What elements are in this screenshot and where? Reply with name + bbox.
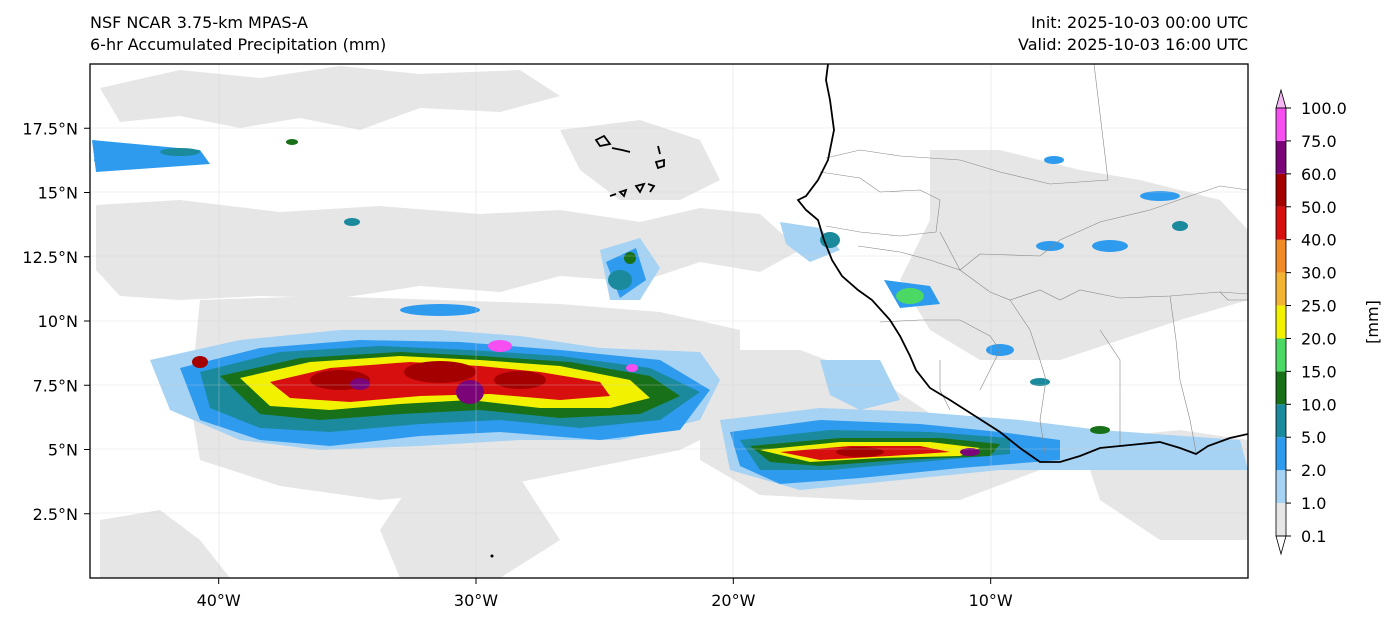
colorbar: 0.1 1.0 2.0 5.0 10.0 15.0 20.0 25.0 30.0 40.0 50.0… <box>1275 88 1347 556</box>
colorbar-swatch <box>1276 108 1286 141</box>
lon-tick-label: 30°W <box>454 591 498 610</box>
graticule <box>90 64 1248 578</box>
colorbar-level-label: 1.0 <box>1301 494 1326 513</box>
field-title: 6-hr Accumulated Precipitation (mm) <box>90 35 387 54</box>
init-time: Init: 2025-10-03 00:00 UTC <box>1030 13 1248 32</box>
colorbar-swatch <box>1276 173 1286 207</box>
model-title: NSF NCAR 3.75-km MPAS-A <box>90 13 308 32</box>
map-plot-area <box>90 64 1248 578</box>
lon-tick-label: 10°W <box>969 591 1013 610</box>
colorbar-level-label: 20.0 <box>1301 329 1337 348</box>
colorbar-level-label: 25.0 <box>1301 297 1337 316</box>
lon-axis: 40°W 30°W 20°W 10°W <box>197 578 1013 610</box>
colorbar-swatch <box>1276 338 1286 372</box>
lat-tick-label: 15°N <box>38 184 78 203</box>
colorbar-swatch <box>1276 206 1286 240</box>
lat-tick-label: 2.5°N <box>33 505 78 524</box>
header-right: Init: 2025-10-03 00:00 UTC Valid: 2025-1… <box>1018 12 1248 56</box>
coastlines <box>594 64 1248 463</box>
colorbar-level-label: 50.0 <box>1301 198 1337 217</box>
colorbar-level-label: 5.0 <box>1301 428 1326 447</box>
lat-tick-label: 5°N <box>48 441 78 460</box>
colorbar-level-label: 15.0 <box>1301 362 1337 381</box>
small-island-marker <box>490 554 494 558</box>
colorbar-level-label: 60.0 <box>1301 165 1337 184</box>
colorbar-level-label: 40.0 <box>1301 231 1337 250</box>
colorbar-extend-max <box>1275 88 1287 109</box>
colorbar-outline <box>1275 107 1287 537</box>
colorbar-swatch <box>1276 503 1286 536</box>
lat-tick-label: 10°N <box>38 312 78 331</box>
colorbar-swatch <box>1276 140 1286 174</box>
colorbar-swatch <box>1276 272 1286 306</box>
colorbar-level-label: 0.1 <box>1301 527 1326 546</box>
colorbar-level-label: 10.0 <box>1301 395 1337 414</box>
colorbar-swatch <box>1276 305 1286 339</box>
colorbar-level-label: 30.0 <box>1301 264 1337 283</box>
colorbar-swatch <box>1276 371 1286 405</box>
colorbar-swatch <box>1276 239 1286 273</box>
precip-scattered-cells <box>94 139 1188 434</box>
colorbar-level-label: 100.0 <box>1301 99 1347 118</box>
colorbar-swatch <box>1276 470 1286 504</box>
colorbar-swatch <box>1276 437 1286 471</box>
lat-tick-label: 12.5°N <box>22 248 78 267</box>
lat-tick-label: 17.5°N <box>22 119 78 138</box>
lon-tick-label: 20°W <box>711 591 755 610</box>
colorbar-extend-min <box>1275 535 1287 556</box>
country-borders <box>819 64 1248 461</box>
lon-tick-label: 40°W <box>197 591 241 610</box>
colorbar-level-label: 2.0 <box>1301 461 1326 480</box>
colorbar-unit-label: [mm] <box>1363 300 1382 344</box>
lat-tick-label: 7.5°N <box>33 376 78 395</box>
valid-time: Valid: 2025-10-03 16:00 UTC <box>1017 35 1248 54</box>
colorbar-level-label: 75.0 <box>1301 132 1337 151</box>
header-left: NSF NCAR 3.75-km MPAS-A 6-hr Accumulated… <box>90 12 386 56</box>
colorbar-swatch <box>1276 404 1286 438</box>
lat-axis: 17.5°N 15°N 12.5°N 10°N 7.5°N 5°N 2.5°N <box>22 119 90 524</box>
